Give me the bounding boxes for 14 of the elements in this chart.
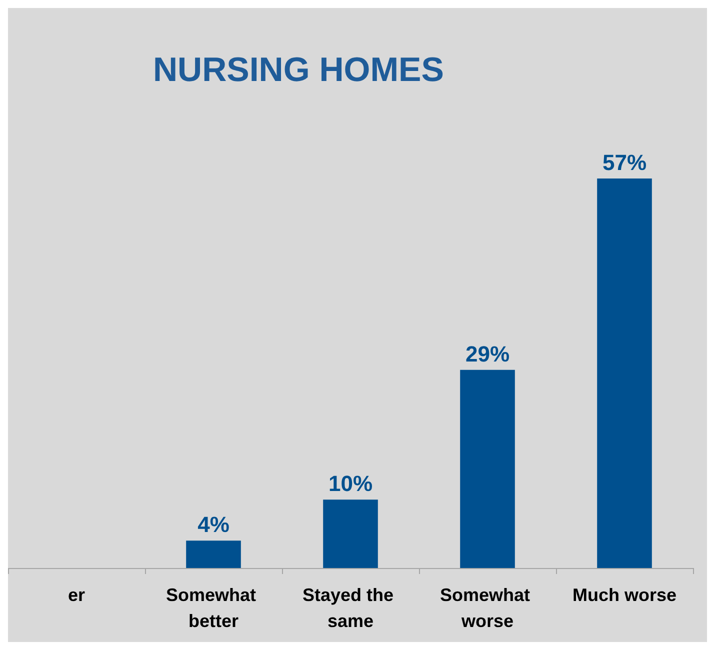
x-tick-label: Much worse — [572, 585, 677, 605]
data-label: 4% — [198, 512, 230, 538]
x-tick-label: Stayed the same — [302, 585, 399, 631]
x-tick-label: Somewhat better — [166, 585, 262, 631]
x-tick-label: er — [68, 585, 86, 605]
chart-title: NURSING HOMES — [153, 51, 444, 89]
data-label: 10% — [328, 471, 373, 496]
data-label: 57% — [602, 150, 647, 175]
data-label: 29% — [465, 341, 510, 366]
bar — [460, 370, 515, 568]
bar — [323, 500, 378, 568]
x-tick-label: Somewhat worse — [440, 585, 536, 631]
bar — [597, 178, 652, 568]
bar — [186, 540, 241, 568]
